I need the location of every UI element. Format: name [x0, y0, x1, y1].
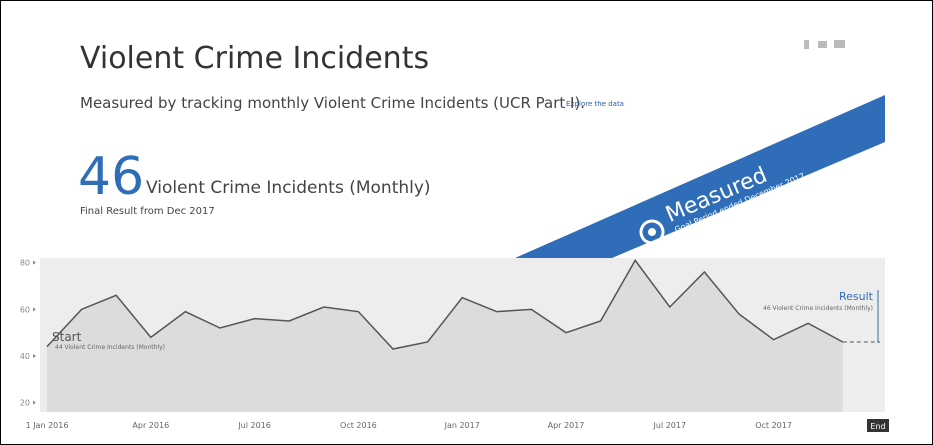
area: [47, 260, 843, 412]
email-icon[interactable]: [834, 40, 845, 48]
start-label: Start: [52, 330, 82, 344]
y-tick-mark: [33, 354, 36, 358]
end-label: End: [870, 422, 885, 431]
y-tick-label: 20: [20, 399, 30, 408]
status-icon: [639, 219, 665, 245]
result-note: Final Result from Dec 2017: [80, 206, 215, 217]
end-badge: [867, 419, 889, 432]
y-tick-mark: [33, 400, 36, 405]
y-tick-label: 60: [20, 305, 30, 314]
facebook-icon[interactable]: [804, 40, 809, 49]
line: [46, 258, 844, 350]
x-tick-label: Apr 2017: [548, 421, 585, 430]
explore-link[interactable]: Explore the data: [566, 100, 624, 108]
x-tick-label: Jul 2016: [237, 421, 271, 430]
y-tick-label: 80: [20, 259, 30, 268]
chart: 20 40 60 80 1 Jan 2016 Apr 2016 Jul 2016 Oct 20…: [20, 258, 889, 432]
y-tick-mark: [33, 260, 36, 265]
result-unit: Violent Crime Incidents (Monthly): [146, 178, 431, 198]
y-tick-label: 40: [20, 352, 30, 361]
subtitle: Measured by tracking monthly Violent Cri…: [80, 94, 585, 112]
banner: [515, 95, 885, 258]
title: Violent Crime Incidents: [80, 41, 429, 76]
x-tick-label: Oct 2017: [755, 421, 792, 430]
result-label: Result: [839, 290, 874, 303]
x-tick-label: Oct 2016: [340, 421, 377, 430]
social-icons: [804, 40, 845, 49]
x-tick-label: Jan 2017: [444, 421, 480, 430]
x-tick-label: Apr 2016: [132, 421, 169, 430]
result-note: 46 Violent Crime Incidents (Monthly): [763, 305, 873, 312]
x-tick-label: Jul 2017: [653, 421, 687, 430]
result-value: 46: [78, 147, 144, 207]
twitter-icon[interactable]: [818, 41, 827, 48]
status-icon-dot: [648, 228, 656, 236]
y-tick-mark: [33, 307, 36, 312]
x-tick-label: 1 Jan 2016: [26, 421, 69, 430]
start-note: 44 Violent Crime Incidents (Monthly): [55, 344, 165, 351]
